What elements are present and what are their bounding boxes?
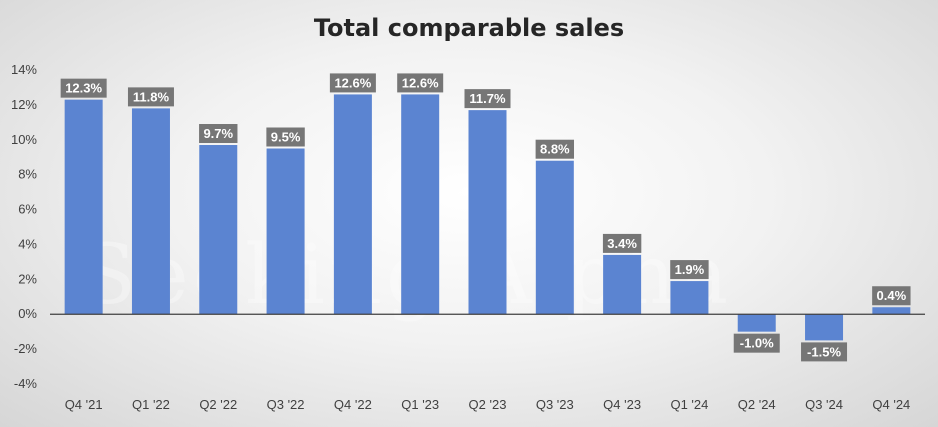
y-tick-label: 6% (18, 202, 37, 217)
x-tick-label: Q4 '24 (872, 397, 910, 412)
x-tick-label: Q1 '23 (401, 397, 439, 412)
data-label-box (60, 78, 107, 98)
y-tick-label: 4% (18, 236, 37, 251)
data-label-box (872, 286, 911, 306)
bar (872, 307, 911, 315)
data-label: 12.6% (334, 75, 371, 90)
bar (468, 110, 507, 315)
x-tick-label: Q2 '23 (469, 397, 507, 412)
bar (266, 148, 305, 315)
bar (199, 145, 238, 315)
x-tick-label: Q1 '22 (132, 397, 170, 412)
data-label: 12.3% (65, 81, 102, 96)
y-tick-label: 0% (18, 306, 37, 321)
data-label: 9.7% (203, 126, 233, 141)
x-tick-label: Q1 '24 (670, 397, 708, 412)
bar (737, 314, 776, 332)
data-label: 0.4% (877, 288, 907, 303)
x-tick-label: Q4 '23 (603, 397, 641, 412)
x-tick-label: Q4 '21 (65, 397, 103, 412)
x-tick-label: Q4 '22 (334, 397, 372, 412)
y-tick-label: 10% (11, 132, 37, 147)
y-tick-label: -4% (14, 376, 38, 391)
data-label-box (127, 87, 174, 107)
bar (670, 281, 709, 315)
data-label-box (199, 124, 238, 144)
data-label: 9.5% (271, 130, 301, 145)
data-label-box (266, 127, 305, 147)
y-tick-label: 12% (11, 97, 37, 112)
data-label-box (397, 73, 444, 93)
y-tick-label: -2% (14, 341, 38, 356)
data-label-box (464, 89, 511, 109)
data-label: 12.6% (402, 75, 439, 90)
data-label-box (801, 342, 848, 362)
data-label: -1.0% (740, 336, 774, 351)
data-label-box (535, 139, 575, 159)
chart-title: Total comparable sales (313, 14, 625, 42)
bar (64, 99, 103, 315)
data-label: 11.8% (133, 89, 170, 104)
data-label-box (602, 233, 642, 253)
y-tick-label: 14% (11, 62, 37, 77)
data-label: 3.4% (607, 236, 637, 251)
x-tick-label: Q3 '23 (536, 397, 574, 412)
data-label: 11.7% (469, 91, 506, 106)
bar (131, 108, 170, 315)
bar (401, 94, 440, 315)
y-tick-label: 2% (18, 271, 37, 286)
data-label: 8.8% (540, 142, 570, 157)
data-label-box (329, 73, 376, 93)
data-label-box (670, 260, 709, 280)
bar (333, 94, 372, 315)
y-tick-label: 8% (18, 167, 37, 182)
data-label: 1.9% (675, 262, 705, 277)
x-tick-label: Q2 '22 (199, 397, 237, 412)
x-tick-label: Q3 '22 (267, 397, 305, 412)
bar (535, 160, 574, 315)
x-tick-label: Q3 '24 (805, 397, 843, 412)
data-label-box (733, 333, 780, 353)
x-tick-label: Q2 '24 (738, 397, 776, 412)
bar (603, 254, 642, 315)
data-label: -1.5% (807, 344, 841, 359)
bar (805, 314, 844, 341)
